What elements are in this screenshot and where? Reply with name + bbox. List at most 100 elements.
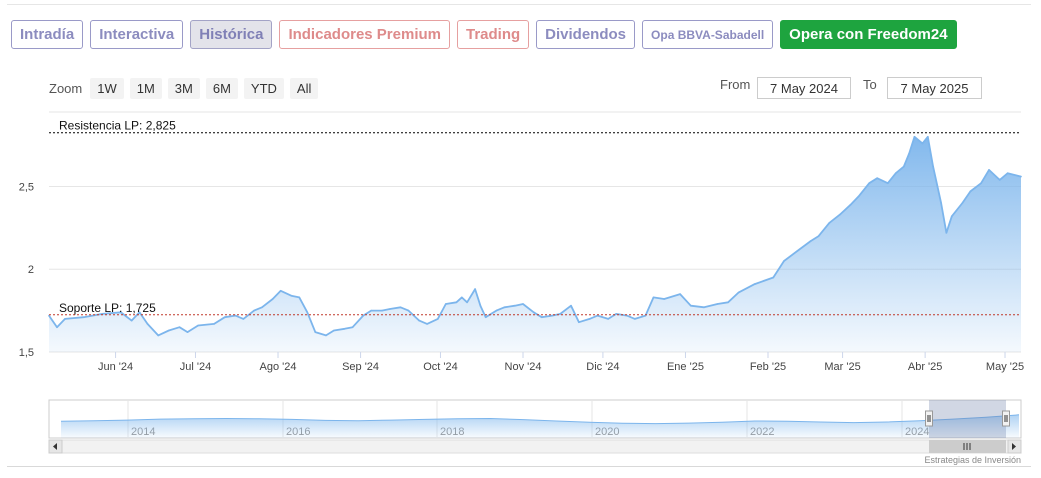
price-point	[634, 318, 636, 320]
price-point	[461, 296, 463, 299]
scrollbar-thumb[interactable]	[929, 440, 1006, 453]
price-point	[234, 314, 237, 317]
price-point	[474, 288, 476, 290]
chevron-right-icon	[1012, 443, 1016, 450]
price-point	[146, 323, 149, 325]
price-point	[484, 316, 487, 319]
scroll-right-button[interactable]	[1007, 439, 1022, 454]
price-point	[945, 232, 948, 234]
price-point	[1020, 175, 1022, 178]
price-point	[522, 303, 524, 305]
tab-interactiva[interactable]: Interactiva	[90, 20, 184, 49]
x-tick-label: Jul '24	[180, 361, 211, 373]
price-point	[951, 215, 953, 218]
price-point	[407, 309, 410, 312]
price-point	[961, 202, 964, 204]
price-point	[370, 309, 373, 312]
navigator-year-label: 2024	[905, 426, 929, 438]
navigator-year-label: 2016	[286, 426, 310, 438]
price-point	[857, 195, 860, 198]
price-point	[913, 136, 916, 138]
chevron-left-icon	[53, 443, 57, 450]
range-from-label: From	[720, 77, 751, 92]
price-point	[540, 316, 543, 319]
price-point	[343, 328, 346, 330]
range-to-input[interactable]: 7 May 2025	[887, 77, 982, 99]
y-tick-label: 2,5	[19, 181, 34, 193]
price-point	[455, 301, 458, 304]
price-point	[157, 334, 159, 337]
price-point	[503, 306, 506, 309]
price-point	[998, 179, 1001, 181]
tab-opa-bbva-sabadell[interactable]: Opa BBVA-Sabadell	[642, 20, 774, 49]
price-point	[224, 316, 226, 319]
zoom-button-all[interactable]: All	[289, 78, 319, 99]
price-point	[908, 152, 910, 155]
price-point	[178, 326, 181, 329]
tab-intrad-a[interactable]: Intradía	[11, 20, 84, 49]
zoom-button-6m[interactable]: 6M	[205, 78, 238, 99]
zoom-button-1w[interactable]: 1W	[90, 78, 124, 99]
navigator-handle[interactable]	[925, 410, 933, 427]
price-point	[679, 293, 681, 295]
price-point	[727, 301, 729, 304]
navigator-line	[60, 414, 1020, 425]
x-tick-label: Jun '24	[98, 361, 133, 373]
price-point	[652, 296, 655, 299]
price-point	[242, 318, 245, 320]
x-tick-label: Nov '24	[505, 361, 542, 373]
price-point	[314, 331, 317, 333]
zoom-button-1m[interactable]: 1M	[129, 78, 162, 99]
range-to-label: To	[863, 77, 877, 92]
navigator-selection[interactable]	[929, 400, 1006, 438]
price-point	[56, 326, 58, 329]
price-point	[607, 318, 609, 320]
support-resistance-lines: Resistencia LP: 2,825 Soporte LP: 1,725	[49, 119, 1021, 316]
price-point	[895, 172, 897, 174]
price-point	[130, 319, 133, 322]
price-point	[333, 329, 335, 332]
price-point	[271, 298, 274, 300]
bottom-divider	[7, 466, 1031, 467]
price-point	[279, 290, 282, 292]
x-axis-labels: Jun '24 Jul '24 Ago '24 Sep '24 Oct '24 Nov '…	[98, 352, 1024, 373]
price-point	[817, 235, 820, 237]
range-from-input[interactable]: 7 May 2024	[757, 77, 851, 99]
price-point	[903, 165, 905, 168]
price-point	[389, 308, 391, 310]
price-point	[168, 329, 170, 332]
price-point	[213, 323, 215, 325]
price-point	[551, 314, 554, 317]
price-point	[644, 314, 647, 317]
price-point	[466, 301, 468, 304]
price-point	[737, 291, 740, 294]
price-point	[716, 303, 719, 305]
price-point	[298, 296, 301, 299]
tab-trading[interactable]: Trading	[457, 20, 530, 49]
x-tick-label: May '25	[986, 361, 1024, 373]
price-point	[988, 169, 990, 171]
navigator-handle[interactable]	[1002, 410, 1010, 427]
price-point	[809, 240, 812, 242]
price-point	[290, 294, 293, 297]
price-point	[927, 136, 929, 138]
zoom-button-ytd[interactable]: YTD	[243, 78, 284, 99]
tab-dividendos[interactable]: Dividendos	[536, 20, 636, 49]
price-point	[514, 304, 516, 307]
x-tick-label: Mar '25	[824, 361, 860, 373]
price-point	[197, 324, 199, 327]
x-tick-label: Dic '24	[586, 361, 619, 373]
price-point	[588, 318, 591, 320]
tab-hist-rica[interactable]: Histórica	[190, 20, 273, 49]
tab-opera-con-freedom24[interactable]: Opera con Freedom24	[780, 20, 957, 49]
scroll-left-button[interactable]	[48, 439, 63, 454]
x-tick-label: Ago '24	[260, 361, 297, 373]
scrollbar-track[interactable]	[48, 439, 1022, 454]
price-point	[101, 313, 104, 315]
price-area	[49, 136, 1021, 352]
zoom-button-3m[interactable]: 3M	[167, 78, 200, 99]
navigator: 2014 2016 2018 2020 2022 2024	[48, 399, 1022, 454]
tab-indicadores-premium[interactable]: Indicadores Premium	[279, 20, 450, 49]
price-point	[82, 316, 85, 319]
price-point	[261, 306, 263, 309]
